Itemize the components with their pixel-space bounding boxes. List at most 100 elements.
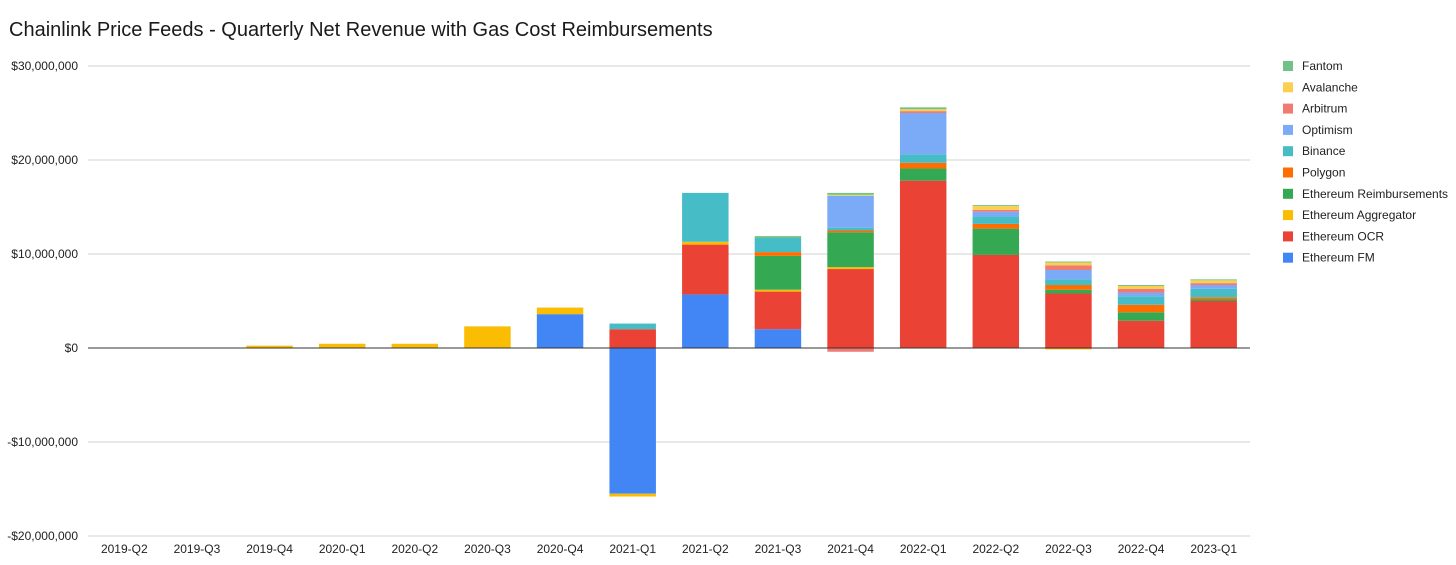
legend-label: Optimism [1302,123,1353,137]
x-tick-label: 2022-Q2 [972,542,1019,556]
bar-segment [1045,261,1092,263]
bar-segment [754,255,802,290]
bar-segment [899,162,947,169]
bar-segment [1190,301,1237,348]
bar-segment [609,348,656,494]
y-tick-label: $30,000,000 [11,59,78,73]
legend-swatch [1283,124,1293,135]
bar-segment [464,326,511,348]
bar-segment [1117,296,1165,305]
y-tick-label: $0 [65,341,79,355]
y-tick-label: $10,000,000 [11,247,78,261]
legend-label: Binance [1302,144,1346,158]
bar-segment [827,269,874,348]
bar-segment [1117,285,1165,286]
bar-segment [609,323,656,330]
legend-label: Ethereum Aggregator [1302,208,1416,222]
bar-segment [827,227,874,231]
bar-segment [1117,292,1165,297]
legend-label: Fantom [1302,59,1343,73]
x-tick-label: 2021-Q4 [827,542,874,556]
x-tick-label: 2021-Q2 [682,542,729,556]
bar-segment [609,329,656,348]
bar-segment [1045,289,1092,294]
legend-label: Arbitrum [1302,102,1347,116]
bar-segment [1045,262,1092,266]
legend-label: Ethereum FM [1302,251,1375,265]
legend-swatch [1283,103,1293,114]
chart-title: Chainlink Price Feeds - Quarterly Net Re… [9,19,713,41]
bar-segment [899,180,947,348]
bar-segment [682,294,729,348]
x-tick-label: 2022-Q1 [900,542,947,556]
bar-segment [899,111,947,113]
legend-label: Ethereum Reimbursements [1302,187,1448,201]
bar-segment [682,241,729,245]
y-tick-label: -$20,000,000 [7,529,78,543]
bar-segment [972,209,1020,212]
bar-segment [754,291,802,330]
x-tick-label: 2022-Q4 [1118,542,1165,556]
bar-segment [1190,285,1237,289]
bar-segment [754,289,802,292]
legend-swatch [1283,231,1293,242]
x-tick-label: 2021-Q1 [609,542,656,556]
grid-layer [88,65,1250,537]
bar-segment [1190,288,1237,298]
bar-segment [246,345,293,348]
x-tick-label: 2020-Q4 [537,542,584,556]
bar-segment [536,307,584,315]
x-tick-label: 2023-Q1 [1190,542,1237,556]
legend-swatch [1283,167,1293,178]
bar-segment [1045,265,1092,270]
legend-swatch [1283,61,1293,71]
bar-segment [827,194,874,196]
legend: Fantom Avalanche Arbitrum Optimism Binance Po… [1283,59,1448,265]
bar-segment [1190,297,1237,300]
x-tick-label: 2022-Q3 [1045,542,1092,556]
legend-swatch [1283,210,1293,221]
bar-segment [972,223,1020,229]
bar-segment [1045,285,1092,290]
bar-segment [972,254,1020,348]
bars-layer [246,107,1237,497]
bar-segment [899,168,947,181]
bar-segment [682,192,729,242]
bar-segment [754,238,802,253]
bar-segment [972,216,1020,224]
axis-layer: -$20,000,000 -$10,000,000 $0 $10,000,000 $20… [7,59,1250,556]
bar-segment [1190,283,1237,286]
legend-swatch [1283,82,1293,93]
bar-segment [1117,312,1165,321]
bar-segment [536,314,584,348]
bar-segment [972,205,1020,207]
bar-segment [754,252,802,256]
bar-segment [827,195,874,228]
bar-segment [972,228,1020,255]
legend-swatch [1283,146,1293,157]
legend-label: Ethereum OCR [1302,229,1384,243]
bar-segment [609,493,656,497]
bar-segment [899,154,947,163]
x-tick-label: 2019-Q2 [101,542,148,556]
bar-segment [1045,348,1092,350]
bar-segment [899,109,947,112]
bar-segment [754,329,802,348]
bar-segment [1190,279,1237,281]
bar-segment [1190,299,1237,301]
legend-swatch [1283,188,1293,199]
legend-label: Polygon [1302,166,1345,180]
legend-swatch [1283,252,1293,263]
bar-segment [972,206,1020,210]
bar-segment [899,107,947,110]
bar-segment [1045,293,1092,348]
y-tick-label: $20,000,000 [11,153,78,167]
bar-segment [827,230,874,233]
bar-segment [1045,269,1092,280]
x-tick-label: 2019-Q4 [246,542,293,556]
bar-segment [827,192,874,195]
bar-segment [318,343,366,348]
bar-segment [827,232,874,268]
